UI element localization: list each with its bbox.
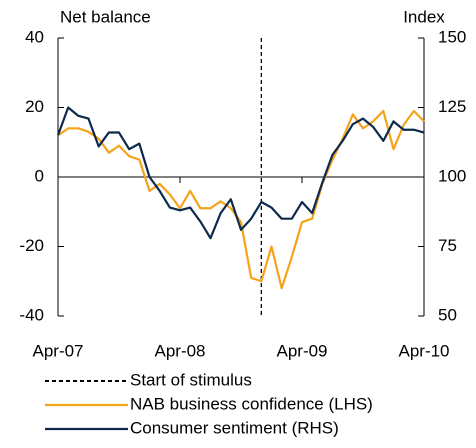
y2-tick-label: 75 [438, 236, 457, 255]
series-line [57, 109, 425, 290]
x-tick-label: Apr-08 [154, 341, 205, 360]
x-tick-label: Apr-09 [276, 341, 327, 360]
x-tick-label: Apr-07 [32, 341, 83, 360]
y-tick-label: 20 [25, 97, 44, 116]
y2-tick-label: 100 [438, 166, 466, 185]
x-tick-label: Apr-10 [398, 341, 449, 360]
y-axis-label: Net balance [60, 7, 151, 26]
y-tick-label: 0 [35, 166, 44, 185]
legend-label: Start of stimulus [130, 370, 252, 389]
y-tick-label: -20 [19, 236, 44, 255]
y2-tick-label: 150 [438, 27, 466, 46]
legend-label: NAB business confidence (LHS) [130, 394, 373, 413]
legend-label: Consumer sentiment (RHS) [130, 418, 339, 437]
y2-tick-label: 50 [438, 305, 457, 324]
y2-tick-label: 125 [438, 97, 466, 116]
y-tick-label: 40 [25, 27, 44, 46]
y-tick-label: -40 [19, 305, 44, 324]
series-line [56, 106, 425, 240]
y2-axis-label: Index [403, 7, 445, 26]
